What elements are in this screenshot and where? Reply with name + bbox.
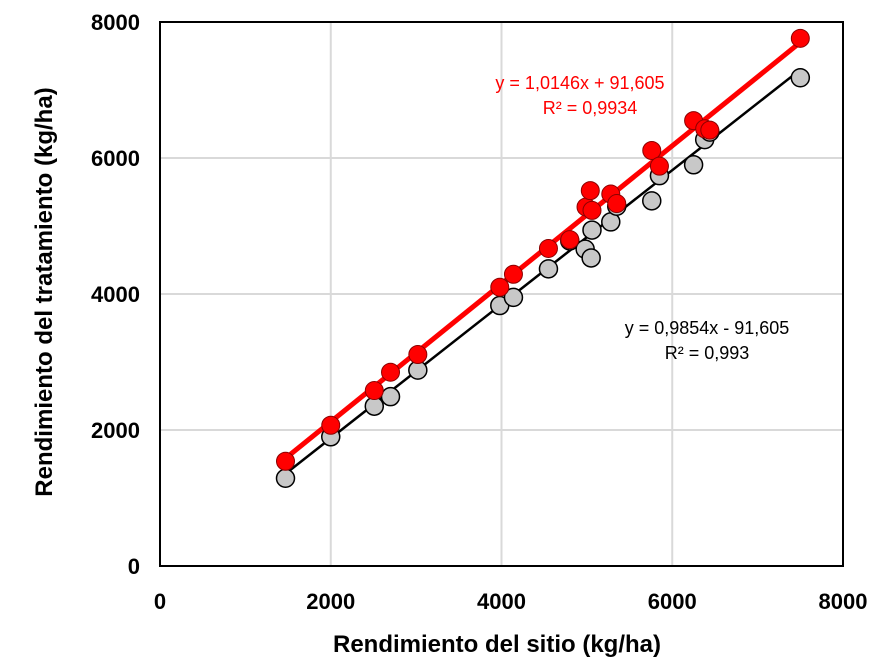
red-data-point [321, 415, 341, 435]
y-axis-title: Rendimiento del tratamiento (kg/ha) [31, 87, 58, 496]
x-tick-labels: 0 2000 4000 6000 8000 [154, 589, 868, 614]
red-trendline-r2: R² = 0,9934 [543, 98, 638, 118]
y-tick-label: 0 [128, 554, 140, 579]
plot-area-frame [159, 21, 844, 567]
gray-data-point [275, 468, 296, 489]
gray-data-point [581, 248, 601, 268]
gray-data-point [380, 386, 401, 407]
x-axis-title: Rendimiento del sitio (kg/ha) [333, 631, 661, 658]
red-data-point [607, 194, 627, 214]
gray-data-point [790, 68, 811, 88]
red-data-point [700, 120, 720, 140]
gray-data-point [503, 287, 524, 308]
gray-data-point [582, 220, 602, 240]
red-data-point [642, 141, 662, 161]
red-data-point [560, 230, 580, 250]
red-trendline-equation: y = 1,0146x + 91,605 [495, 73, 664, 93]
red-data-point [790, 28, 810, 48]
x-tick-label: 4000 [477, 589, 526, 614]
y-tick-label: 2000 [91, 418, 140, 443]
y-tick-label: 4000 [91, 282, 140, 307]
red-data-point [580, 181, 600, 201]
red-data-point [381, 362, 401, 382]
red-data-point [538, 238, 558, 258]
red-data-point [364, 381, 384, 401]
y-tick-label: 8000 [91, 10, 140, 35]
x-tick-label: 2000 [306, 589, 355, 614]
data-points [275, 28, 811, 489]
gray-data-point [642, 191, 662, 211]
red-data-point [649, 156, 669, 176]
y-tick-labels: 0 2000 4000 6000 8000 [91, 10, 140, 579]
red-data-point [503, 264, 523, 284]
black-trendline-r2: R² = 0,993 [665, 343, 750, 363]
red-data-point [582, 200, 602, 220]
x-tick-label: 0 [154, 589, 166, 614]
red-data-point [276, 451, 296, 471]
gray-data-point [683, 155, 704, 175]
red-data-point [408, 345, 428, 365]
gray-data-point [538, 259, 559, 279]
y-tick-label: 6000 [91, 146, 140, 171]
x-tick-label: 8000 [819, 589, 868, 614]
x-tick-label: 6000 [648, 589, 697, 614]
black-trendline-equation: y = 0,9854x - 91,605 [625, 318, 790, 338]
red-data-point [490, 277, 510, 297]
